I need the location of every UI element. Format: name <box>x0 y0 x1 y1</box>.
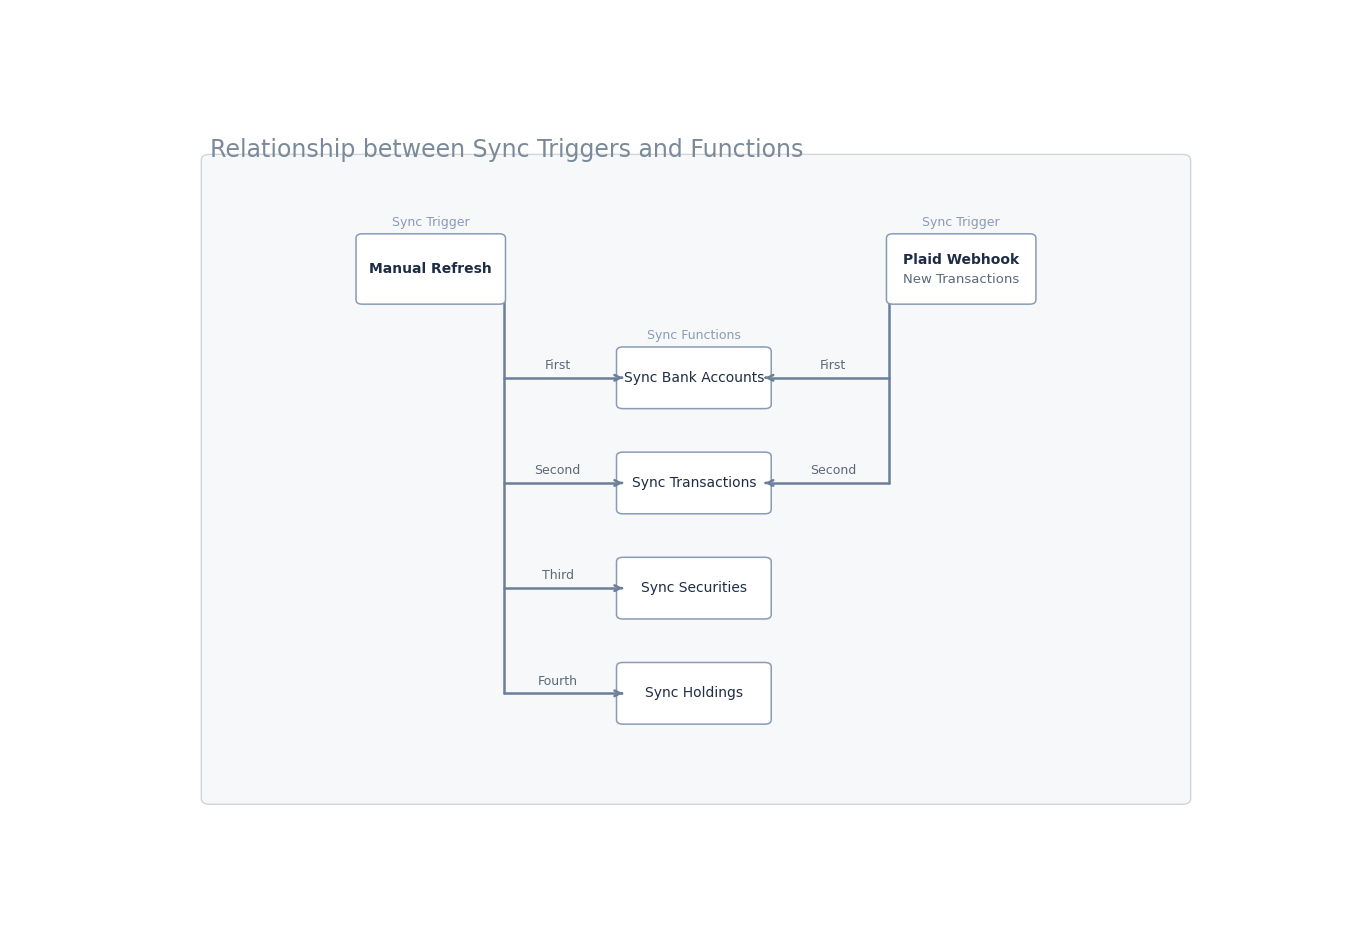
Text: New Transactions: New Transactions <box>903 273 1020 286</box>
Text: Sync Functions: Sync Functions <box>646 329 741 342</box>
FancyBboxPatch shape <box>617 662 771 724</box>
Text: Relationship between Sync Triggers and Functions: Relationship between Sync Triggers and F… <box>209 138 803 162</box>
FancyBboxPatch shape <box>617 347 771 409</box>
FancyBboxPatch shape <box>201 154 1191 804</box>
Text: First: First <box>545 359 570 372</box>
Text: Sync Trigger: Sync Trigger <box>922 217 999 230</box>
Text: Sync Securities: Sync Securities <box>641 581 747 595</box>
Text: Plaid Webhook: Plaid Webhook <box>903 252 1020 267</box>
Text: Second: Second <box>535 464 581 478</box>
FancyBboxPatch shape <box>617 452 771 513</box>
Text: Third: Third <box>542 569 573 582</box>
Text: Sync Holdings: Sync Holdings <box>645 687 743 700</box>
Text: Second: Second <box>809 464 856 478</box>
Text: Sync Trigger: Sync Trigger <box>392 217 470 230</box>
FancyBboxPatch shape <box>356 234 505 304</box>
Text: Sync Transactions: Sync Transactions <box>631 476 756 490</box>
FancyBboxPatch shape <box>887 234 1036 304</box>
Text: Sync Bank Accounts: Sync Bank Accounts <box>623 371 765 384</box>
Text: First: First <box>820 359 846 372</box>
Text: Fourth: Fourth <box>538 674 577 688</box>
Text: Manual Refresh: Manual Refresh <box>369 262 492 276</box>
FancyBboxPatch shape <box>617 558 771 619</box>
